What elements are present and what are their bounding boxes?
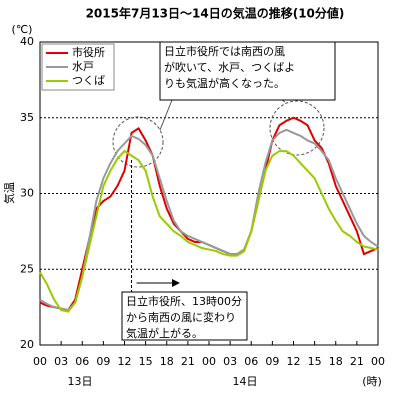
x-tick-label: 15 xyxy=(139,355,153,368)
x-tick-label: 21 xyxy=(181,355,195,368)
annotation-box xyxy=(159,41,336,101)
callout-line xyxy=(159,99,173,131)
y-tick-label: 20 xyxy=(20,338,34,351)
annotation-text: から南西の風に変わり xyxy=(126,310,236,324)
arrow-head xyxy=(172,279,180,287)
y-tick-label: 35 xyxy=(20,111,34,124)
x-tick-label: 00 xyxy=(33,355,47,368)
day-label: 13日 xyxy=(68,375,93,388)
highlight-circle xyxy=(269,100,325,156)
y-tick-label: 25 xyxy=(20,262,34,275)
x-tick-label: 21 xyxy=(350,355,364,368)
x-tick-label: 00 xyxy=(371,355,385,368)
y-tick-label: 40 xyxy=(20,35,34,48)
x-tick-label: 03 xyxy=(54,355,68,368)
series-line xyxy=(39,128,379,312)
x-tick-label: 09 xyxy=(96,355,110,368)
y-label: 気温 xyxy=(2,182,16,204)
y-tick-label: 30 xyxy=(20,187,34,200)
x-tick-label: 18 xyxy=(329,355,343,368)
legend-label: 市役所 xyxy=(72,45,105,59)
x-tick-label: 15 xyxy=(308,355,322,368)
annotation-text: 気温が上がる。 xyxy=(126,326,203,340)
highlight-circle xyxy=(112,116,164,168)
legend-label: つくば xyxy=(72,74,105,87)
annotation-text: 日立市役所では南西の風 xyxy=(164,44,285,58)
series-line xyxy=(39,149,379,313)
y-unit: (℃) xyxy=(12,23,33,36)
annotation-text: 日立市役所、13時00分 xyxy=(126,294,242,308)
x-unit: (時) xyxy=(362,375,382,388)
annotation-text: が吹いて、水戸、つくばよ xyxy=(164,60,295,74)
x-tick-label: 12 xyxy=(118,355,132,368)
legend-label: 水戸 xyxy=(72,60,94,73)
annotation-text: りも気温が高くなった。 xyxy=(164,76,285,90)
series-line xyxy=(39,116,379,312)
day-label: 14日 xyxy=(233,375,258,388)
x-tick-label: 06 xyxy=(244,355,258,368)
x-tick-label: 06 xyxy=(75,355,89,368)
x-tick-label: 00 xyxy=(202,355,216,368)
x-tick-label: 09 xyxy=(265,355,279,368)
annotation-box xyxy=(121,291,248,341)
x-tick-label: 18 xyxy=(160,355,174,368)
chart-title: 2015年7月13日～14日の気温の推移(10分値) xyxy=(86,6,345,21)
x-tick-label: 03 xyxy=(223,355,237,368)
x-tick-label: 12 xyxy=(287,355,301,368)
